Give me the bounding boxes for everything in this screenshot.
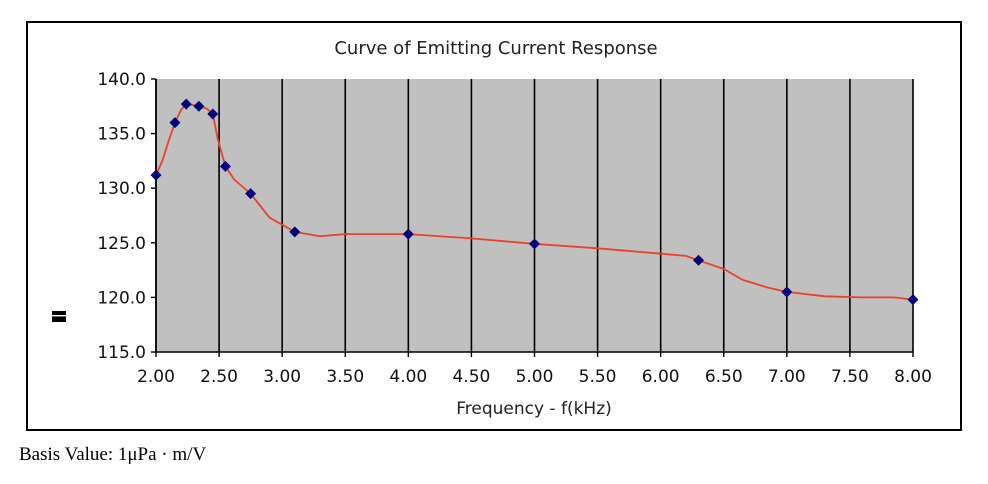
data-point-marker	[150, 169, 162, 181]
x-tick-label: 5.00	[516, 367, 554, 387]
x-tick-label: 2.00	[137, 367, 175, 387]
x-tick-label: 5.50	[579, 367, 617, 387]
y-axis-label-glyph	[52, 311, 66, 322]
chart-svg: Curve of Emitting Current Response 140.0…	[52, 38, 932, 419]
y-tick-label: 115.0	[97, 343, 146, 363]
data-point-marker	[180, 98, 192, 110]
data-point-marker	[402, 228, 414, 240]
x-tick-label: 7.50	[831, 367, 869, 387]
basis-value-note: Basis Value: 1μPa · m/V	[19, 444, 207, 465]
y-tick-label: 125.0	[97, 234, 146, 254]
chart-title: Curve of Emitting Current Response	[334, 38, 657, 59]
x-tick-label: 3.50	[326, 367, 364, 387]
data-point-marker	[907, 294, 919, 306]
data-point-marker	[529, 238, 540, 250]
data-point-marker	[169, 117, 181, 129]
x-tick-label: 4.50	[452, 367, 490, 387]
x-tick-label: 2.50	[200, 367, 238, 387]
data-point-marker	[693, 254, 705, 266]
x-tick-label: 6.00	[642, 367, 680, 387]
chart-frame: Curve of Emitting Current Response 140.0…	[26, 21, 962, 431]
x-axis-label: Frequency - f(kHz)	[456, 399, 612, 419]
data-point-marker	[219, 160, 231, 172]
x-tick-label: 3.00	[263, 367, 301, 387]
x-tick-label: 6.50	[705, 367, 743, 387]
plot-area: 140.0 135.0 130.0 125.0 120.0 115.0 2.00 2.50 3.…	[97, 70, 932, 387]
data-point-marker	[207, 108, 219, 120]
y-tick-label: 120.0	[97, 288, 146, 308]
data-point-marker	[289, 226, 301, 238]
x-tick-label: 7.00	[768, 367, 806, 387]
x-tick-label: 8.00	[894, 367, 932, 387]
data-point-marker	[781, 286, 793, 298]
data-point-marker	[193, 100, 205, 112]
y-tick-label: 140.0	[97, 70, 146, 90]
data-point-marker	[245, 188, 257, 200]
y-tick-label: 130.0	[97, 179, 146, 199]
y-tick-label: 135.0	[97, 125, 146, 145]
x-tick-label: 4.00	[389, 367, 427, 387]
